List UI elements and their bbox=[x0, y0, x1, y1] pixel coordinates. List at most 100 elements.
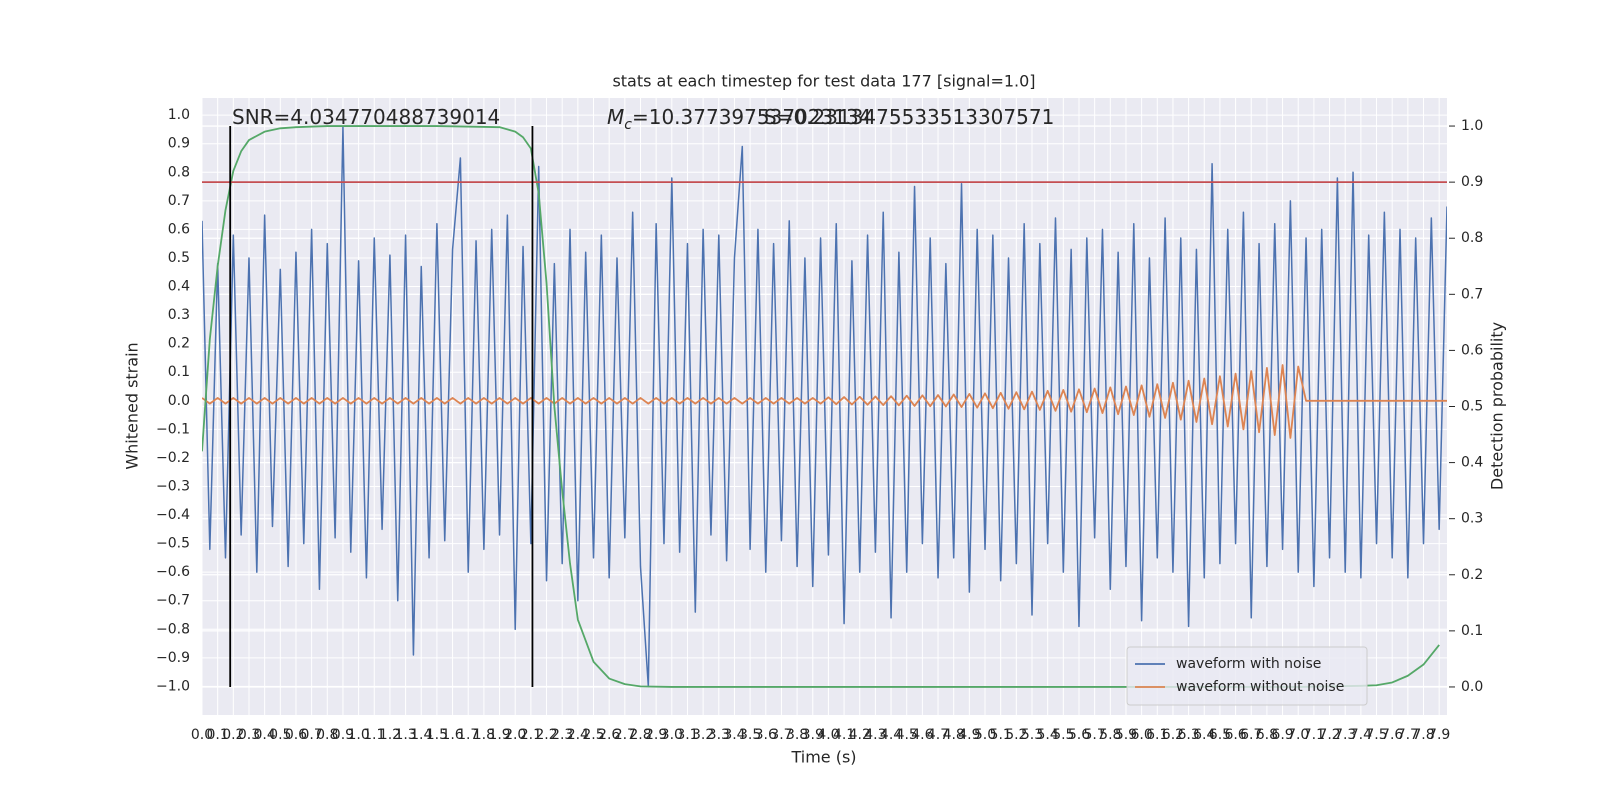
x-tick-label: 5.9 bbox=[1115, 727, 1137, 743]
y-tick-label: −0.8 bbox=[156, 621, 190, 637]
y2-tick-label: 0.3 bbox=[1461, 511, 1483, 527]
annotation-text: =10.377397537023134 bbox=[632, 105, 871, 129]
x-tick-label: 0.5 bbox=[269, 727, 291, 743]
x-tick-label: 5.6 bbox=[1068, 727, 1090, 743]
x-tick-label: 2.4 bbox=[567, 727, 589, 743]
x-tick-label: 4.4 bbox=[880, 727, 902, 743]
chart-title: stats at each timestep for test data 177… bbox=[612, 72, 1035, 91]
y-tick-label: 0.8 bbox=[168, 164, 190, 180]
marks bbox=[202, 125, 1447, 688]
annotation: Mc=10.377397537023134 bbox=[607, 105, 871, 133]
x-tick-label: 3.1 bbox=[676, 727, 698, 743]
x-tick-label: 4.6 bbox=[911, 727, 933, 743]
x-tick-label: 7.1 bbox=[1303, 727, 1325, 743]
x-tick-label: 3.4 bbox=[723, 727, 745, 743]
series-line bbox=[202, 364, 1447, 439]
x-tick-label: 5.4 bbox=[1037, 727, 1059, 743]
x-tick-label: 4.7 bbox=[927, 727, 949, 743]
x-tick-label: 2.5 bbox=[582, 727, 604, 743]
x-tick-label: 0.8 bbox=[316, 727, 338, 743]
x-tick-label: 0.0 bbox=[191, 727, 213, 743]
x-tick-label: 1.7 bbox=[457, 727, 479, 743]
x-tick-label: 3.0 bbox=[661, 727, 683, 743]
y2-tick-label: 0.0 bbox=[1461, 679, 1483, 695]
y-tick-label: 0.7 bbox=[168, 193, 190, 209]
y2-tick-label: 0.8 bbox=[1461, 230, 1483, 246]
x-tick-label: 7.7 bbox=[1397, 727, 1419, 743]
x-tick-label: 2.2 bbox=[535, 727, 557, 743]
x-tick-label: 4.8 bbox=[943, 727, 965, 743]
legend-box bbox=[1126, 646, 1368, 706]
x-tick-label: 5.0 bbox=[974, 727, 996, 743]
x-tick-label: 1.2 bbox=[379, 727, 401, 743]
x-tick-label: 3.5 bbox=[739, 727, 761, 743]
legend-label: waveform with noise bbox=[1176, 656, 1321, 672]
x-tick-label: 0.7 bbox=[300, 727, 322, 743]
x-axis-label: Time (s) bbox=[790, 748, 856, 767]
x-tick-label: 1.9 bbox=[488, 727, 510, 743]
x-tick-label: 7.8 bbox=[1412, 727, 1434, 743]
y-axis-label: Whitened strain bbox=[123, 342, 142, 469]
y-tick-label: 0.0 bbox=[168, 393, 190, 409]
x-tick-label: 7.9 bbox=[1428, 727, 1450, 743]
x-tick-label: 6.9 bbox=[1271, 727, 1293, 743]
x-tick-label: 7.4 bbox=[1350, 727, 1372, 743]
x-tick-label: 5.7 bbox=[1084, 727, 1106, 743]
x-tick-label: 6.4 bbox=[1193, 727, 1215, 743]
y-tick-label: −1.0 bbox=[156, 678, 190, 694]
x-tick-label: 5.3 bbox=[1021, 727, 1043, 743]
x-tick-label: 6.0 bbox=[1130, 727, 1152, 743]
y-tick-label: 0.2 bbox=[168, 336, 190, 352]
x-tick-label: 1.1 bbox=[363, 727, 385, 743]
x-tick-label: 2.1 bbox=[520, 727, 542, 743]
x-tick-label: 2.3 bbox=[551, 727, 573, 743]
x-tick-label: 3.3 bbox=[708, 727, 730, 743]
x-tick-label: 1.3 bbox=[394, 727, 416, 743]
x-tick-label: 4.5 bbox=[896, 727, 918, 743]
x-tick-label: 0.1 bbox=[207, 727, 229, 743]
x-tick-label: 6.8 bbox=[1256, 727, 1278, 743]
x-tick-label: 2.7 bbox=[614, 727, 636, 743]
y-tick-label: −0.4 bbox=[156, 507, 190, 523]
x-tick-label: 3.6 bbox=[755, 727, 777, 743]
y-tick-label: −0.3 bbox=[156, 478, 190, 494]
x-tick-label: 2.6 bbox=[598, 727, 620, 743]
y-tick-label: 1.0 bbox=[168, 107, 190, 123]
x-tick-label: 2.9 bbox=[645, 727, 667, 743]
x-tick-label: 2.0 bbox=[504, 727, 526, 743]
x-tick-label: 5.1 bbox=[990, 727, 1012, 743]
y-tick-label: −0.2 bbox=[156, 450, 190, 466]
x-tick-label: 3.8 bbox=[786, 727, 808, 743]
x-tick-label: 0.3 bbox=[238, 727, 260, 743]
x-tick-label: 3.2 bbox=[692, 727, 714, 743]
x-tick-label: 7.2 bbox=[1318, 727, 1340, 743]
y2-tick-label: 0.7 bbox=[1461, 286, 1483, 302]
y-tick-label: −0.9 bbox=[156, 650, 190, 666]
annotation: SNR=4.034770488739014 bbox=[232, 105, 500, 129]
x-tick-label: 6.7 bbox=[1240, 727, 1262, 743]
x-tick-label: 4.2 bbox=[849, 727, 871, 743]
x-tick-label: 0.4 bbox=[254, 727, 276, 743]
y-tick-label: 0.4 bbox=[168, 279, 190, 295]
x-tick-label: 3.7 bbox=[770, 727, 792, 743]
x-tick-label: 6.2 bbox=[1162, 727, 1184, 743]
y2-tick-label: 0.1 bbox=[1461, 623, 1483, 639]
x-tick-label: 5.8 bbox=[1099, 727, 1121, 743]
x-tick-label: 0.6 bbox=[285, 727, 307, 743]
y-tick-label: 0.3 bbox=[168, 307, 190, 323]
x-tick-label: 4.1 bbox=[833, 727, 855, 743]
y-tick-label: 0.5 bbox=[168, 250, 190, 266]
x-tick-label: 6.6 bbox=[1224, 727, 1246, 743]
y2-tick-label: 0.6 bbox=[1461, 342, 1483, 358]
y-tick-label: −0.6 bbox=[156, 564, 190, 580]
x-tick-label: 7.3 bbox=[1334, 727, 1356, 743]
y-tick-label: 0.9 bbox=[168, 136, 190, 152]
x-tick-label: 6.3 bbox=[1177, 727, 1199, 743]
y2-tick-label: 1.0 bbox=[1461, 118, 1483, 134]
x-tick-label: 6.1 bbox=[1146, 727, 1168, 743]
y-tick-label: −0.7 bbox=[156, 593, 190, 609]
x-tick-label: 4.3 bbox=[864, 727, 886, 743]
y2-tick-label: 0.9 bbox=[1461, 174, 1483, 190]
annotation: S=0.2313475533513307571 bbox=[764, 105, 1054, 129]
